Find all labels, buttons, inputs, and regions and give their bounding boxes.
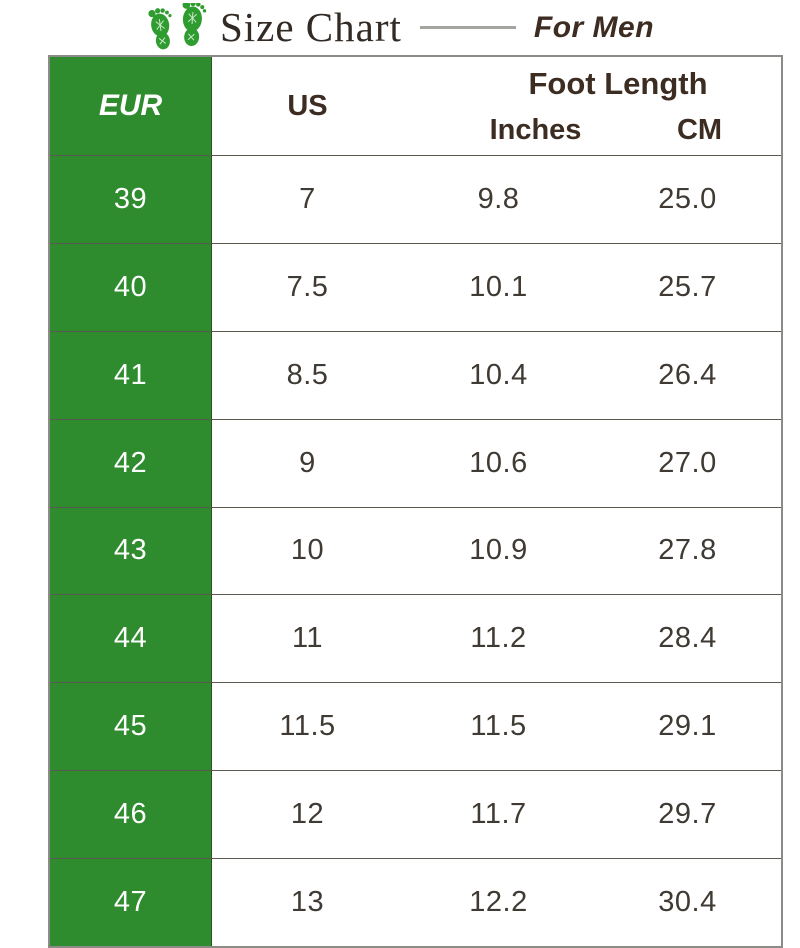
footprints-icon [146, 2, 210, 53]
us-value-cell: 11.5 [212, 682, 403, 770]
us-value-cell: 9 [212, 418, 403, 507]
title-divider-line [419, 26, 516, 29]
inches-value-cell: 12.2 [403, 858, 594, 946]
us-value-cell: 7.5 [212, 242, 403, 331]
us-value-cell: 11 [212, 594, 403, 682]
eur-value-cell: 41 [50, 330, 212, 419]
cm-value-cell: 30.4 [594, 858, 781, 946]
cm-value-cell: 25.0 [594, 155, 781, 243]
column-header-cm: CM [676, 113, 723, 146]
cm-value-cell: 29.7 [594, 770, 781, 858]
size-chart-table: EUR US Foot Length Inches CM 39 7 9.8 25.0 4… [48, 55, 783, 948]
page-title: Size Chart [219, 4, 402, 50]
column-header-us: US [287, 89, 328, 122]
column-header-foot-length: Foot Length Inches CM [403, 57, 781, 155]
cm-value-cell: 28.4 [594, 594, 781, 682]
cm-value-cell: 26.4 [594, 330, 781, 419]
us-value-cell: 7 [212, 155, 403, 243]
inches-value-cell: 10.9 [403, 506, 594, 595]
us-value-cell: 10 [212, 506, 403, 595]
inches-value-cell: 10.6 [403, 418, 594, 507]
eur-value-cell: 44 [50, 594, 212, 683]
us-value-cell: 8.5 [212, 330, 403, 419]
eur-value-cell: 45 [50, 682, 212, 771]
subtitle-for-men: For Men [533, 10, 655, 44]
inches-value-cell: 10.1 [403, 242, 594, 331]
cm-value-cell: 27.0 [594, 418, 781, 507]
cm-value-cell: 29.1 [594, 682, 781, 770]
us-value-cell: 13 [212, 858, 403, 946]
inches-value-cell: 11.5 [403, 682, 594, 770]
eur-value-cell: 42 [50, 418, 212, 507]
column-header-inches: Inches [489, 113, 582, 146]
foot-length-label: Foot Length [528, 65, 708, 101]
eur-value-cell: 46 [50, 770, 212, 859]
inches-value-cell: 9.8 [403, 155, 594, 243]
us-value-cell: 12 [212, 770, 403, 858]
cm-value-cell: 25.7 [594, 242, 781, 331]
column-header-eur: EUR [50, 57, 212, 155]
eur-value-cell: 47 [50, 858, 212, 946]
inches-value-cell: 10.4 [403, 330, 594, 419]
foot-length-subheaders: Inches CM [403, 114, 781, 147]
eur-value-cell: 43 [50, 506, 212, 595]
inches-value-cell: 11.2 [403, 594, 594, 682]
cm-value-cell: 27.8 [594, 506, 781, 595]
page-header: Size Chart For Men [0, 0, 800, 55]
eur-value-cell: 40 [50, 242, 212, 331]
inches-value-cell: 11.7 [403, 770, 594, 858]
eur-value-cell: 39 [50, 155, 212, 243]
